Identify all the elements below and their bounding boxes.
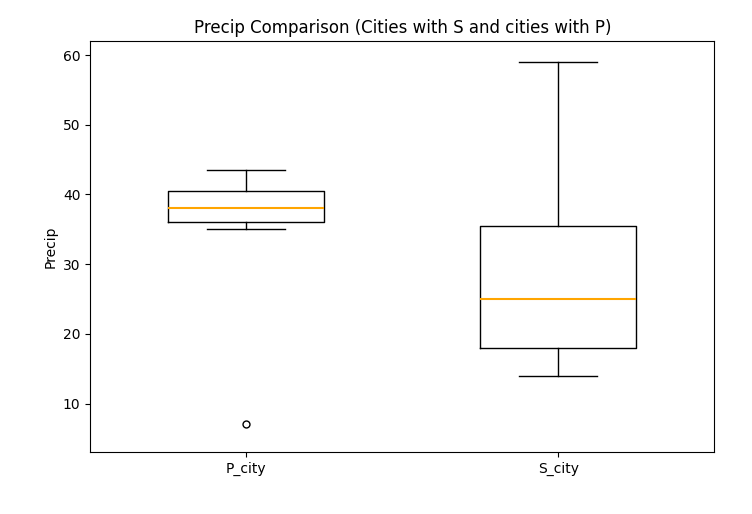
Y-axis label: Precip: Precip — [44, 226, 57, 268]
Title: Precip Comparison (Cities with S and cities with P): Precip Comparison (Cities with S and cit… — [193, 19, 611, 37]
